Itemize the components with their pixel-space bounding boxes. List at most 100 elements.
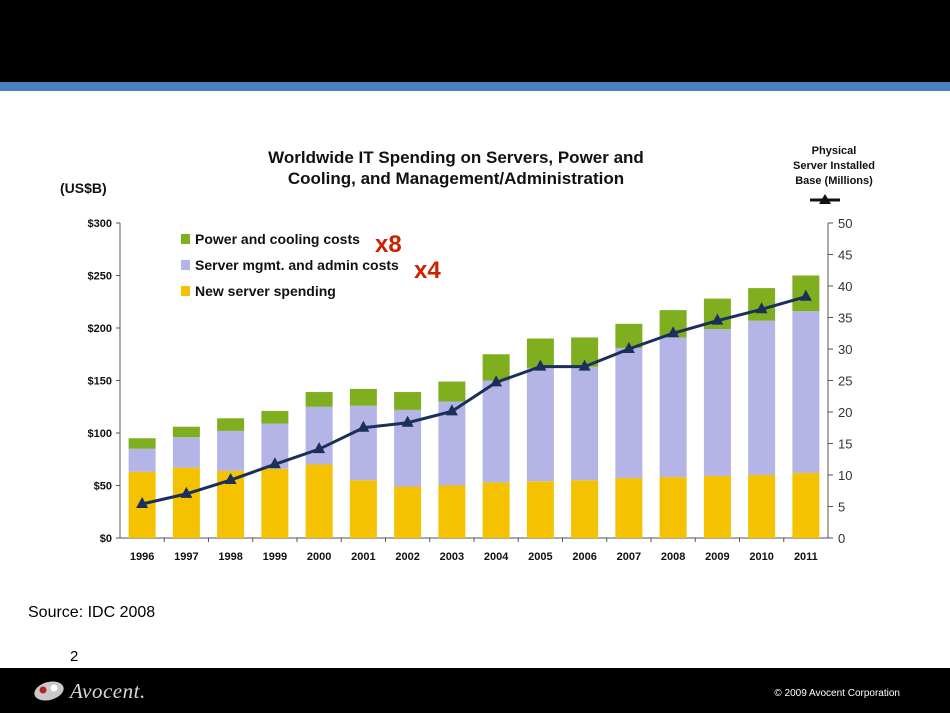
x-tick-label: 2006 [572, 551, 596, 563]
bar-segment [172, 426, 200, 438]
x-tick-label: 1997 [174, 551, 198, 563]
y-axis-label: (US$B) [60, 180, 107, 196]
bar-segment [482, 380, 510, 483]
footer-bar: Avocent. © 2009 Avocent Corporation [0, 668, 950, 713]
y2-tick-label: 20 [838, 405, 852, 420]
bar-segment [659, 337, 687, 478]
y-tick-label: $250 [88, 271, 112, 283]
bar-segment [748, 320, 776, 475]
installed-base-point [755, 302, 768, 314]
y2-axis-label-line3: Base (Millions) [795, 175, 873, 187]
bar-segment [305, 392, 333, 407]
installed-base-point [268, 457, 281, 469]
x-tick-label: 1999 [263, 551, 287, 563]
installed-base-point [490, 375, 503, 387]
y2-tick-label: 10 [838, 468, 852, 483]
bar-segment [172, 467, 200, 538]
page-number: 2 [70, 648, 79, 665]
bar-segment [571, 366, 599, 481]
y-tick-label: $200 [88, 323, 112, 335]
bar-segment [394, 486, 422, 538]
bar-segment [482, 482, 510, 538]
y-tick-label: $300 [88, 218, 112, 230]
bar-segment [261, 468, 289, 538]
installed-base-line [136, 289, 812, 508]
bar-segment [217, 418, 245, 431]
avocent-logo: Avocent. [32, 678, 146, 704]
y2-tick-label: 35 [838, 311, 852, 326]
bar-segment [349, 388, 377, 406]
bar-segment [571, 480, 599, 538]
y2-tick-label: 45 [838, 248, 852, 263]
bar-segment [703, 329, 731, 477]
legend: Power and cooling costs Server mgmt. and … [181, 231, 441, 299]
stacked-bar-chart: Worldwide IT Spending on Servers, Power … [60, 145, 875, 563]
legend-swatch [181, 286, 190, 296]
legend-label: New server spending [195, 283, 336, 299]
installed-base-point [667, 326, 680, 338]
bar-segment [615, 347, 643, 479]
installed-base-point [622, 342, 635, 353]
x-tick-label: 2007 [617, 551, 641, 563]
title-band [0, 0, 950, 82]
chart-title-line2: Cooling, and Management/Administration [288, 169, 624, 188]
bar-segment [438, 381, 466, 402]
installed-base-polyline [141, 295, 807, 506]
bar-segment [792, 472, 820, 538]
installed-base-point [224, 473, 237, 485]
installed-base-point [180, 486, 193, 498]
x-tick-label: 2010 [749, 551, 773, 563]
bar-segment [172, 437, 200, 468]
legend-label: Power and cooling costs [195, 231, 360, 247]
avocent-logo-icon [34, 681, 64, 701]
bars [128, 275, 820, 538]
y-tick-label: $0 [100, 533, 112, 545]
bar-segment [349, 480, 377, 538]
x-tick-label: 2000 [307, 551, 331, 563]
copyright-text: © 2009 Avocent Corporation [774, 688, 900, 699]
bar-segment [526, 481, 554, 538]
x-tick-label: 2005 [528, 551, 552, 563]
y2-tick-label: 50 [838, 216, 852, 231]
y2-tick-label: 40 [838, 279, 852, 294]
bar-segment [438, 485, 466, 538]
x-tick-label: 2011 [794, 551, 818, 563]
y2-tick-label: 15 [838, 437, 852, 452]
chart-container: Worldwide IT Spending on Servers, Power … [48, 136, 890, 576]
axes: $0 $50 $100 $150 $200 $250 $300 0 5 10 15 20 25 30 35 4… [88, 216, 853, 563]
installed-base-point [534, 359, 547, 371]
y-tick-label: $100 [88, 428, 112, 440]
bar-segment [748, 475, 776, 538]
bar-segment [792, 311, 820, 473]
installed-base-point [357, 420, 370, 432]
bar-segment [659, 477, 687, 538]
annotation-x4: x4 [414, 257, 441, 284]
annotation-x8: x8 [375, 231, 402, 258]
bar-segment [394, 392, 422, 410]
y-tick-label: $50 [94, 481, 112, 493]
bar-segment [305, 464, 333, 538]
installed-base-point [711, 313, 724, 325]
bar-segment [128, 448, 156, 472]
y2-axis-label-line2: Server Installed [793, 160, 875, 172]
installed-base-point [313, 442, 326, 454]
y2-tick-label: 30 [838, 342, 852, 357]
installed-base-point [799, 289, 812, 301]
x-tick-label: 1998 [218, 551, 242, 563]
bar-segment [703, 476, 731, 538]
bar-segment [615, 478, 643, 538]
accent-band [0, 82, 950, 91]
installed-base-point [136, 496, 149, 508]
legend-swatch [181, 234, 190, 244]
y-tick-label: $150 [88, 376, 112, 388]
y2-tick-label: 5 [838, 500, 845, 515]
y2-tick-label: 0 [838, 531, 845, 546]
y2-legend-marker [810, 194, 840, 204]
x-tick-label: 2001 [351, 551, 375, 563]
bar-segment [526, 367, 554, 482]
bar-segment [261, 410, 289, 424]
legend-swatch [181, 260, 190, 270]
y2-axis-label-line1: Physical [812, 145, 857, 157]
x-tick-label: 2002 [395, 551, 419, 563]
logo-wordmark: Avocent. [70, 678, 146, 703]
